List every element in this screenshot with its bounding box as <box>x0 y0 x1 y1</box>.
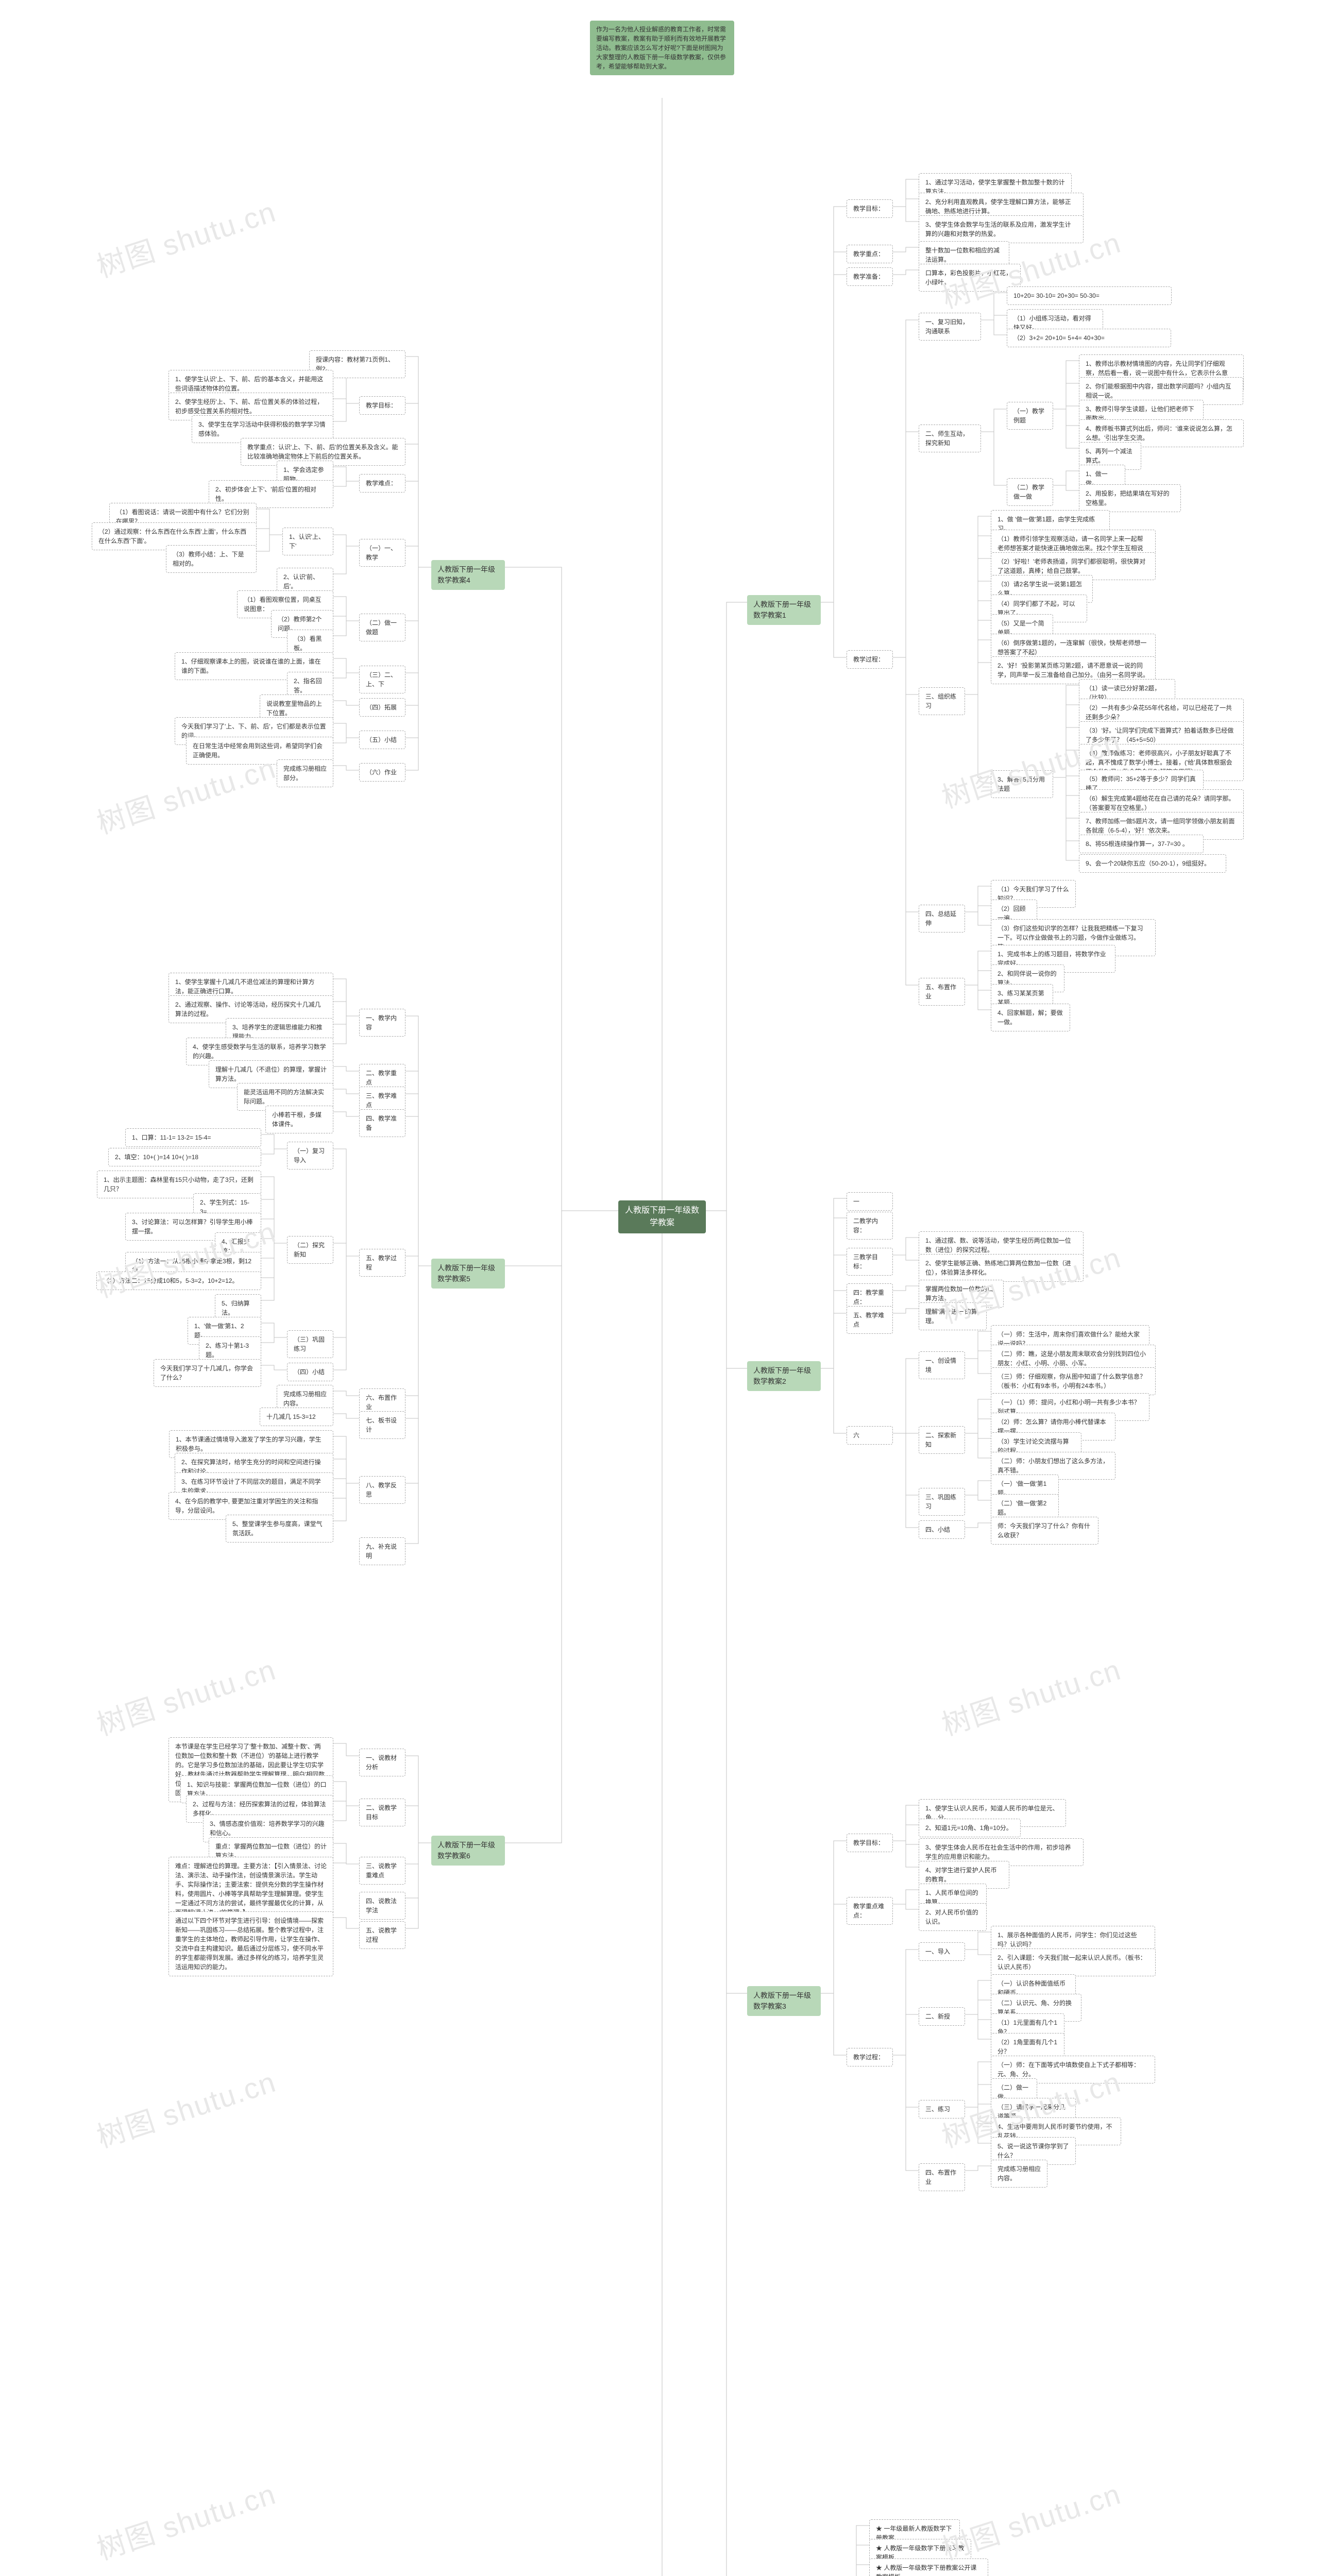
group-node: 教学目标： <box>359 396 405 415</box>
leaf-node: 完成练习册相应部分。 <box>277 759 333 787</box>
section-node: 人教版下册一年级数学教案5 <box>431 1259 505 1289</box>
leaf-node: 5、整堂课学生参与度高，课堂气氛活跃。 <box>226 1515 333 1543</box>
leaf-node: （2）3+2= 20+10= 5+4= 40+30= <box>1007 329 1171 347</box>
group-node: （六）作业 <box>359 763 405 782</box>
group-node: 二、探索新知 <box>919 1426 965 1454</box>
leaf-node: 8、将55根连续操作算一，37-7=30 。 <box>1079 835 1204 853</box>
section-node: 人教版下册一年级数学教案4 <box>431 560 505 590</box>
group-node: 五、布置作业 <box>919 978 965 1006</box>
leaf-node: 通过以下四个环节对学生进行引导：创设情境——探索新知——巩固练习——总结拓展。整… <box>168 1911 333 1976</box>
leaf-node: （3）教师小结：上、下是相对的。 <box>166 545 257 573</box>
leaf-node: 2、使学生能够正确、熟练地口算两位数加一位数（进位），体验算法多样化。 <box>919 1254 1084 1282</box>
group-node: （二）做一做题 <box>359 614 405 641</box>
group-node: （四）小结 <box>287 1363 333 1381</box>
group-node: 教学目标： <box>847 1834 893 1852</box>
leaf-node: 四、说教法学法 <box>359 1892 405 1920</box>
group-node: （一）教学例题 <box>1007 402 1053 430</box>
leaf-node: 1、口算：11-1= 13-2= 15-4= <box>125 1128 261 1147</box>
group-node: （二）教学做一做 <box>1007 478 1053 506</box>
leaf-node: 口算本，彩色投影片，小红花，小绿叶。 <box>919 264 1021 292</box>
group-node: 教学难点： <box>359 474 405 493</box>
group-node: 三、说教学重难点 <box>359 1857 405 1885</box>
group-node: 二、说教学目标 <box>359 1799 405 1826</box>
group-node: （一）一、教学 <box>359 539 405 567</box>
group-node: 二、师生互动，探究新知 <box>919 425 981 452</box>
leaf-node: 2、知道1元=10角、1角=10分。 <box>919 1819 1021 1837</box>
group-node: （四）拓展 <box>359 698 405 717</box>
group-node: 三、巩固练习 <box>919 1488 965 1516</box>
group-node: （三）二、上、下 <box>359 666 405 693</box>
group-node: 三、练习 <box>919 2100 965 2119</box>
group-node: 四、小结 <box>919 1520 965 1539</box>
root-node: 人教版下册一年级数学教案 <box>618 1200 706 1233</box>
leaf-node: 2、填空：10+( )=14 10+( )=18 <box>108 1148 261 1166</box>
group-node: 三、组织练习 <box>919 687 965 715</box>
leaf-node: 4、回家解题，解；要做一做。 <box>991 1004 1070 1031</box>
group-node: 一、创设情境 <box>919 1351 965 1379</box>
group-node: 教学过程： <box>847 2048 893 2066</box>
group-node: 教学重点： <box>847 245 893 263</box>
group-node: 教学目标： <box>847 199 893 218</box>
group-node: 四、布置作业 <box>919 2163 965 2191</box>
leaf-node: 十几减几 15-3=12 <box>260 1408 333 1426</box>
leaf-node: ★ 人教版一年级数学下册教案公开课教案模板 <box>869 2558 988 2576</box>
group-node: 教学重点难点： <box>847 1897 893 1925</box>
section-node: 人教版下册一年级数学教案2 <box>747 1361 821 1391</box>
leaf-node: 完成练习册相应内容。 <box>991 2160 1047 2188</box>
group-node: 四、教学准备 <box>359 1109 405 1137</box>
group-node: 教学准备： <box>847 267 893 286</box>
intro-node: 作为一名为他人授业解惑的教育工作者，时常需要编写教案，教案有助于顺利而有效地开展… <box>590 21 734 75</box>
group-node: 八、教学反思 <box>359 1476 405 1504</box>
leaf-node: 师：今天我们学习了什么？你有什么收获？ <box>991 1517 1098 1545</box>
leaf-node: 二教学内容： <box>847 1212 893 1240</box>
leaf-node: （三）师：仔细观察，你从图中知道了什么数学信息？（板书：小红有9本书，小明有24… <box>991 1367 1156 1395</box>
leaf-node: 2、对人民币价值的认识。 <box>919 1903 987 1931</box>
leaf-node: 9、会一个20缺你五应（50-20-1），9组挺好。 <box>1079 854 1226 873</box>
group-node: 3、解答55页分用法题 <box>991 770 1053 798</box>
group-node: 五、教学难点 <box>847 1306 893 1334</box>
leaf-node: 10+20= 30-10= 20+30= 50-30= <box>1007 286 1172 305</box>
leaf-node: 3、使学生体会数学与生活的联系及应用，激发学生计算的兴趣和对数学的热爱。 <box>919 215 1084 243</box>
group-node: 七、板书设计 <box>359 1411 405 1439</box>
group-node: 一、导入 <box>919 1942 965 1961</box>
section-node: 人教版下册一年级数学教案6 <box>431 1836 505 1866</box>
section-node: 人教版下册一年级数学教案3 <box>747 1986 821 2016</box>
group-node: 三教学目标： <box>847 1248 893 1276</box>
group-node: 教学过程： <box>847 650 893 669</box>
group-node: 1、认识'上、下' <box>282 528 333 555</box>
leaf-node: 九、补充说明 <box>359 1537 405 1565</box>
leaf-node: 一 <box>847 1192 893 1211</box>
group-node: 一、教学内容 <box>359 1009 405 1037</box>
group-node: （二）探究新知 <box>287 1236 333 1264</box>
group-node: 五、教学过程 <box>359 1249 405 1277</box>
leaf-node: 小棒若干根，多媒体课件。 <box>265 1106 333 1133</box>
leaf-node: （2）方法二：15分成10和5，5-3=2，10+2=12。 <box>96 1272 261 1290</box>
group-node: （五）小结 <box>359 731 405 749</box>
leaf-node: 2、引入课题：今天我们就一起来认识人民币。（板书：认识人民币） <box>991 1948 1156 1976</box>
leaf-node: 2、用投影，把结果填在写好的空格里。 <box>1079 484 1181 512</box>
group-node: 六 <box>847 1426 893 1445</box>
group-node: 一、说教材分析 <box>359 1749 405 1776</box>
group-node: （三）巩固练习 <box>287 1330 333 1358</box>
leaf-node: 今天我们学习了十几减几，你学会了什么？ <box>154 1359 261 1387</box>
group-node: 四、总结延伸 <box>919 905 965 933</box>
group-node: 一、复习旧知，沟通联系 <box>919 313 981 341</box>
group-node: 五、说教学过程 <box>359 1921 405 1949</box>
section-node: 人教版下册一年级数学教案1 <box>747 595 821 625</box>
group-node: 二、新授 <box>919 2007 965 2026</box>
leaf-node: 理解'满十进一'的算理。 <box>919 1302 987 1330</box>
group-node: （一）复习导入 <box>287 1142 333 1170</box>
